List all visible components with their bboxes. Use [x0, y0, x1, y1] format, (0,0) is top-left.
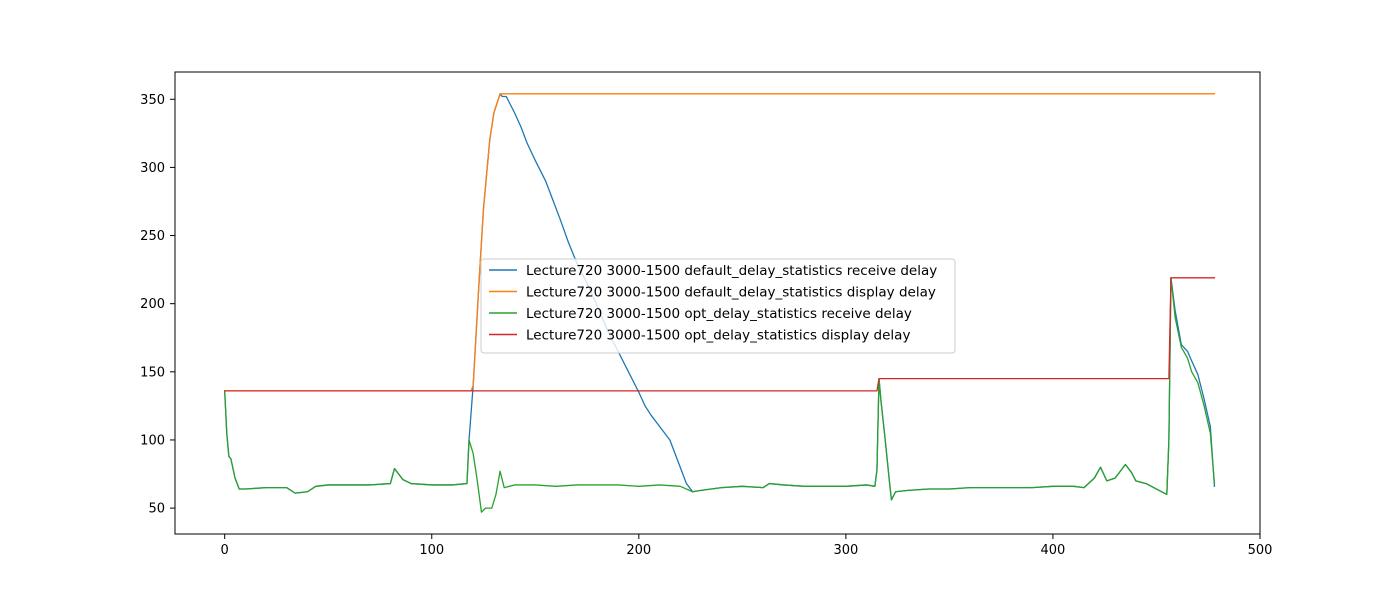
x-tick-label: 400: [1041, 543, 1066, 558]
legend-label-2: Lecture720 3000-1500 default_delay_stati…: [526, 285, 936, 301]
x-tick-label: 200: [626, 543, 651, 558]
y-tick-label: 100: [140, 433, 165, 448]
y-tick-label: 350: [140, 93, 165, 108]
legend-label-1: Lecture720 3000-1500 default_delay_stati…: [526, 263, 937, 279]
y-tick-label: 250: [140, 229, 165, 244]
y-tick-label: 200: [140, 297, 165, 312]
series-layer: [224, 93, 1216, 513]
legend-label-4: Lecture720 3000-1500 opt_delay_statistic…: [526, 328, 910, 344]
x-axis: 0 100 200 300 400 500: [221, 534, 1273, 558]
x-tick-label: 500: [1248, 543, 1273, 558]
y-tick-label: 50: [148, 502, 165, 517]
x-tick-label: 0: [221, 543, 229, 558]
series-line-2: [224, 93, 1216, 392]
x-tick-label: 300: [833, 543, 858, 558]
legend-box: [480, 258, 956, 354]
legend-label-3: Lecture720 3000-1500 opt_delay_statistic…: [526, 306, 912, 322]
x-tick-label: 100: [419, 543, 444, 558]
y-tick-label: 300: [140, 161, 165, 176]
series-line-3: [224, 277, 1216, 513]
y-tick-label: 150: [140, 365, 165, 380]
series-line-4: [224, 277, 1216, 392]
y-axis: 50 100 150 200 250 300 350: [140, 93, 175, 517]
legend: Lecture720 3000-1500 default_delay_stati…: [480, 258, 956, 354]
plot-frame: [174, 71, 1261, 535]
